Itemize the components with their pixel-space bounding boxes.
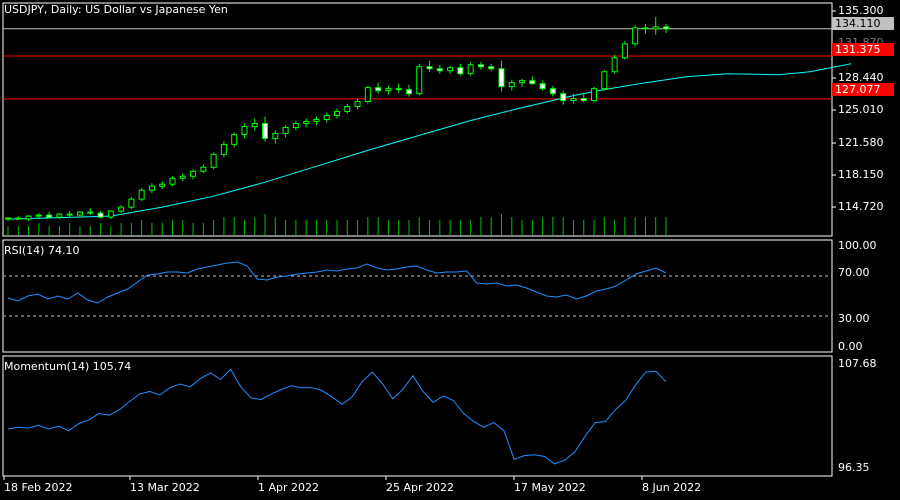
candle-body <box>220 143 227 155</box>
candle-body <box>663 26 669 30</box>
candle-body <box>354 101 361 108</box>
candle-body <box>405 89 412 95</box>
candle-body <box>498 68 505 88</box>
x-label-5: 17 May 2022 <box>514 481 586 494</box>
candle-body <box>46 214 53 218</box>
price-tick-5: 118.150 <box>838 168 884 181</box>
candle-body <box>190 170 197 177</box>
candle-body <box>385 88 392 92</box>
candle-body <box>262 122 269 139</box>
candle-body <box>25 215 32 220</box>
candle-body <box>179 175 186 179</box>
candle-body <box>519 80 526 84</box>
candle-body <box>488 66 495 70</box>
candle-body <box>97 212 104 218</box>
x-label-2: 13 Mar 2022 <box>130 481 200 494</box>
candle-body <box>241 125 248 135</box>
candle-body <box>632 27 639 45</box>
candle-body <box>35 214 42 217</box>
momentum-label: Momentum(14) 105.74 <box>4 360 132 373</box>
candle-body <box>560 93 567 102</box>
candle-body <box>87 211 94 214</box>
candle-body <box>292 122 299 128</box>
candle-body <box>5 217 11 220</box>
candle-body <box>159 183 166 187</box>
candle-body <box>457 67 464 75</box>
price-tick-3: 125.010 <box>838 103 884 116</box>
rsi-tick-70: 70.00 <box>838 266 870 279</box>
rsi-panel <box>2 239 833 353</box>
candle-body <box>210 153 217 168</box>
x-label-6: 8 Jun 2022 <box>642 481 702 494</box>
momentum-panel <box>2 355 833 477</box>
resistance-price-tag: 131.375 <box>832 43 894 56</box>
candle-body <box>611 57 618 73</box>
candle-body <box>200 166 207 172</box>
candle-body <box>313 119 320 122</box>
candle-body <box>169 177 176 185</box>
candle-body <box>148 185 155 191</box>
current-price-tag: 134.110 <box>832 17 894 30</box>
support-price-tag: 127.077 <box>832 83 894 96</box>
candle-body <box>364 87 371 103</box>
x-label-1: 18 Feb 2022 <box>4 481 73 494</box>
price-tick-1: 135.300 <box>838 4 884 17</box>
candle-body <box>118 206 125 212</box>
candle-body <box>323 115 330 121</box>
candle-body <box>344 106 351 113</box>
price-panel <box>2 2 833 237</box>
candle-body <box>107 210 114 218</box>
price-tick-2: 128.440 <box>838 71 884 84</box>
candle-body <box>652 26 659 30</box>
candle-body <box>66 213 73 216</box>
candle-body <box>375 87 382 92</box>
candle-body <box>601 71 608 90</box>
candle-body <box>436 68 443 72</box>
candle-body <box>477 64 484 68</box>
candle-body <box>128 198 135 208</box>
rsi-line <box>7 261 667 304</box>
chart-title: USDJPY, Daily: US Dollar vs Japanese Yen <box>4 3 228 16</box>
candle-body <box>642 27 649 30</box>
candle-body <box>416 66 423 95</box>
candle-body <box>570 98 577 102</box>
candle-body <box>282 126 289 134</box>
candle-body <box>15 217 22 220</box>
x-label-4: 25 Apr 2022 <box>386 481 455 494</box>
candle-body <box>334 111 340 117</box>
rsi-label: RSI(14) 74.10 <box>4 244 80 257</box>
candle-body <box>426 66 433 70</box>
candle-body <box>591 88 598 102</box>
candle-body <box>467 64 474 75</box>
candle-body <box>508 82 515 88</box>
candle-body <box>56 213 63 218</box>
candle-body <box>251 122 258 127</box>
candle-body <box>539 83 546 90</box>
rsi-tick-0: 0.00 <box>838 340 863 353</box>
momentum-line <box>7 368 667 465</box>
x-label-3: 1 Apr 2022 <box>258 481 320 494</box>
candle-body <box>580 98 587 102</box>
candle-body <box>529 80 536 85</box>
candle-body <box>549 88 556 95</box>
candle-body <box>272 132 279 139</box>
candle-body <box>231 133 238 145</box>
moving-average-line <box>7 63 852 220</box>
price-tick-6: 114.720 <box>838 200 884 213</box>
price-tick-4: 121.580 <box>838 136 884 149</box>
rsi-tick-30: 30.00 <box>838 312 870 325</box>
candle-body <box>395 88 402 91</box>
candle-body <box>621 43 628 59</box>
momentum-tick-low: 96.35 <box>838 461 870 474</box>
momentum-tick-high: 107.68 <box>838 357 877 370</box>
candle-body <box>303 120 310 124</box>
candle-body <box>447 67 454 72</box>
rsi-tick-100: 100.00 <box>838 239 877 252</box>
candle-body <box>76 211 83 216</box>
candle-body <box>138 189 145 200</box>
